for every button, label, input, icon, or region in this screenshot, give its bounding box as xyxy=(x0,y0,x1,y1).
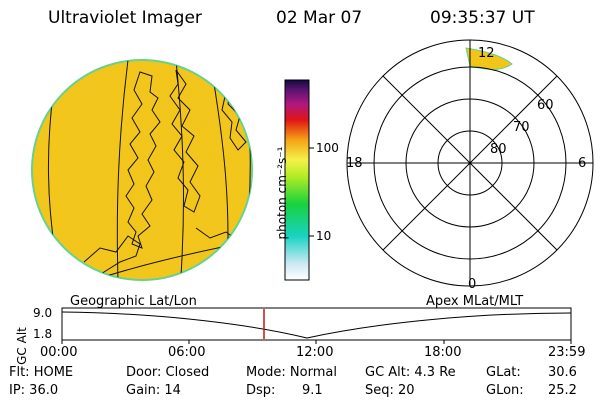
status-glat-label: GLat: xyxy=(486,365,521,380)
time-tick-0600: 06:00 xyxy=(168,345,206,360)
mlt-label-18: 18 xyxy=(346,156,363,171)
projection-label-left: Geographic Lat/Lon xyxy=(70,294,197,309)
status-glon-value: 25.2 xyxy=(548,383,577,398)
altitude-axis-label: GC Alt xyxy=(15,327,29,365)
status-dsp-label: Dsp: xyxy=(246,383,276,398)
time-tick-0000: 00:00 xyxy=(40,345,78,360)
date-label: 02 Mar 07 xyxy=(276,8,363,28)
time-label: 09:35:37 UT xyxy=(430,8,535,28)
status-ip: IP: 36.0 xyxy=(9,383,59,398)
altitude-tick-9: 9.0 xyxy=(33,306,53,320)
time-tick-1800: 18:00 xyxy=(424,345,462,360)
colorbar-gradient xyxy=(284,79,310,281)
projection-label-right: Apex MLat/MLT xyxy=(426,294,524,309)
status-glat-value: 30.6 xyxy=(548,365,577,380)
coastline xyxy=(169,69,201,213)
status-seq: Seq: 20 xyxy=(365,383,415,398)
meridian-line xyxy=(116,60,129,280)
time-tick-1200: 12:00 xyxy=(296,345,334,360)
meridian-line xyxy=(175,60,184,280)
status-flt: Flt: HOME xyxy=(9,365,74,380)
instrument-title: Ultraviolet Imager xyxy=(48,8,202,28)
auroral-patch xyxy=(465,47,513,70)
colorbar-tick-10: 10 xyxy=(316,229,332,243)
mlat-label-70: 70 xyxy=(513,120,530,135)
mlt-label-12: 12 xyxy=(478,46,495,61)
coastline xyxy=(83,235,141,280)
altitude-plot-frame xyxy=(61,307,572,341)
latitude-line xyxy=(39,231,252,280)
status-mode: Mode: Normal xyxy=(246,365,337,380)
time-tick-2359: 23:59 xyxy=(548,345,586,360)
status-gain: Gain: 14 xyxy=(126,383,181,398)
coastline xyxy=(125,71,161,249)
orbit-altitude-curve xyxy=(61,311,572,339)
colorbar-tick-100: 100 xyxy=(316,141,339,155)
mlat-label-60: 60 xyxy=(537,98,554,113)
status-gc-alt: GC Alt: 4.3 Re xyxy=(365,365,456,380)
status-door: Door: Closed xyxy=(126,365,210,380)
mlt-label-6: 6 xyxy=(578,156,587,171)
mlt-label-0: 0 xyxy=(468,277,477,292)
mlat-label-80: 80 xyxy=(490,142,507,157)
status-glon-label: GLon: xyxy=(486,383,524,398)
altitude-tick-1-8: 1.8 xyxy=(33,327,53,341)
status-dsp-value: 9.1 xyxy=(302,383,323,398)
